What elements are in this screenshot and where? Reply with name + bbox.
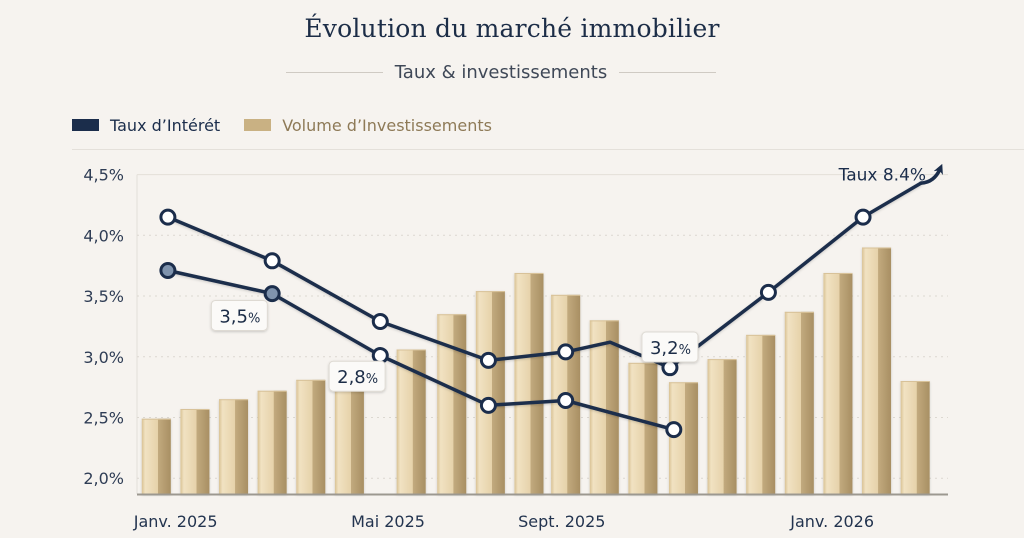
- data-point: [557, 391, 575, 409]
- data-point: [263, 252, 281, 270]
- data-point: [557, 343, 575, 361]
- data-point: [479, 351, 497, 369]
- bar: [514, 272, 544, 494]
- x-tick-label: Janv. 2025: [133, 512, 218, 531]
- subtitle-rule-right: [619, 71, 717, 73]
- y-tick-label: 4,0%: [83, 226, 124, 245]
- data-point: [661, 359, 679, 377]
- data-point: [479, 396, 497, 414]
- bar: [628, 362, 658, 494]
- callout-label: 2,8%: [337, 367, 378, 388]
- line-series-1: [166, 181, 923, 370]
- callout-label: 3,5%: [219, 306, 260, 327]
- bar: [219, 399, 249, 494]
- bar: [296, 379, 326, 494]
- line-series-2: [166, 268, 676, 432]
- legend-label-volume: Volume d’Investissements: [282, 115, 492, 135]
- callout-value: 3,2: [650, 338, 679, 359]
- legend-swatch-volume: [244, 119, 272, 131]
- callout-unit: %: [248, 311, 260, 326]
- callout-value: 2,8: [337, 367, 366, 388]
- legend-divider: [72, 149, 1024, 150]
- callout-box: [210, 299, 268, 331]
- data-point: [854, 208, 872, 226]
- callout-box: [328, 360, 386, 392]
- data-point: [371, 313, 389, 331]
- callout-unit: %: [679, 343, 691, 358]
- grid-layer: [136, 174, 948, 494]
- bar: [823, 272, 853, 494]
- callout-label: 3,2%: [650, 338, 691, 359]
- y-tick-label: 3,0%: [83, 348, 124, 367]
- data-point: [159, 262, 177, 280]
- legend-item-volume[interactable]: Volume d’Investissements: [244, 116, 492, 135]
- bar: [668, 382, 698, 494]
- legend-label-taux: Taux d’Intérét: [110, 115, 221, 135]
- data-point: [263, 285, 281, 303]
- data-point: [159, 208, 177, 226]
- x-tick-label: Mai 2025: [351, 512, 425, 531]
- annotations: 3,5%2,8%3,2%Taux 8.4%: [210, 166, 926, 392]
- legend-swatch-taux: [72, 119, 99, 131]
- legend-item-taux[interactable]: Taux d’Intérét: [72, 116, 220, 135]
- callout-value: 3,5: [219, 306, 248, 327]
- trend-label: Taux 8.4%: [838, 166, 926, 186]
- chart-subtitle: Taux & investissements: [394, 61, 608, 83]
- bar-series: [141, 247, 930, 494]
- y-tick-label: 3,5%: [83, 287, 124, 306]
- callout-box: [641, 331, 699, 363]
- bar: [900, 381, 930, 494]
- bar: [746, 334, 776, 494]
- data-point: [665, 421, 683, 439]
- bar: [475, 291, 505, 494]
- y-tick-label: 2,0%: [83, 469, 124, 488]
- subtitle-rule-left: [286, 71, 383, 73]
- callout-unit: %: [366, 372, 378, 387]
- line-series: [159, 163, 943, 439]
- x-axis-ticks: Janv. 2025 Mai 2025 Sept. 2025 Janv. 2026: [133, 512, 874, 531]
- x-tick-label: Janv. 2026: [789, 512, 874, 531]
- bar: [784, 311, 814, 494]
- y-tick-label: 4,5%: [83, 166, 124, 185]
- chart-title: Évolution du marché immobilier: [304, 14, 720, 43]
- data-point: [759, 283, 777, 301]
- y-tick-label: 2,5%: [83, 408, 124, 427]
- trend-arrow: [919, 163, 943, 185]
- bar: [141, 418, 171, 494]
- bar: [257, 390, 287, 494]
- bar: [334, 384, 364, 494]
- legend: Taux d’Intérét Volume d’Investissements: [72, 114, 516, 136]
- data-point: [371, 347, 389, 365]
- bar: [707, 359, 737, 494]
- bar: [437, 314, 467, 494]
- bar: [180, 408, 210, 494]
- y-axis-ticks: 4,5% 4,0% 3,5% 3,0% 2,5% 2,0%: [83, 166, 124, 489]
- subtitle-row: Taux & investissements: [286, 60, 717, 84]
- bar: [862, 247, 892, 494]
- x-tick-label: Sept. 2025: [518, 512, 605, 531]
